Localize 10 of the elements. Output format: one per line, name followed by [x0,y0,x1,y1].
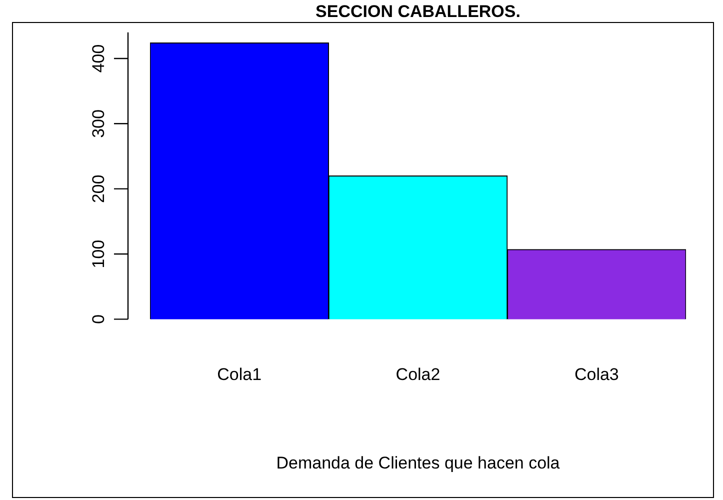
x-axis-title: Demanda de Clientes que hacen cola [276,453,560,472]
x-tick-label: Cola1 [217,365,262,384]
y-tick-label: 100 [89,240,108,268]
y-tick-label: 0 [89,314,108,324]
y-tick-label: 200 [89,174,108,204]
y-tick-label: 400 [89,44,108,73]
y-tick-label: 300 [89,109,108,138]
chart-title: SECCION CABALLEROS. [316,2,520,21]
x-tick-label: Cola2 [396,365,440,384]
x-tick-label: Cola3 [574,365,619,384]
